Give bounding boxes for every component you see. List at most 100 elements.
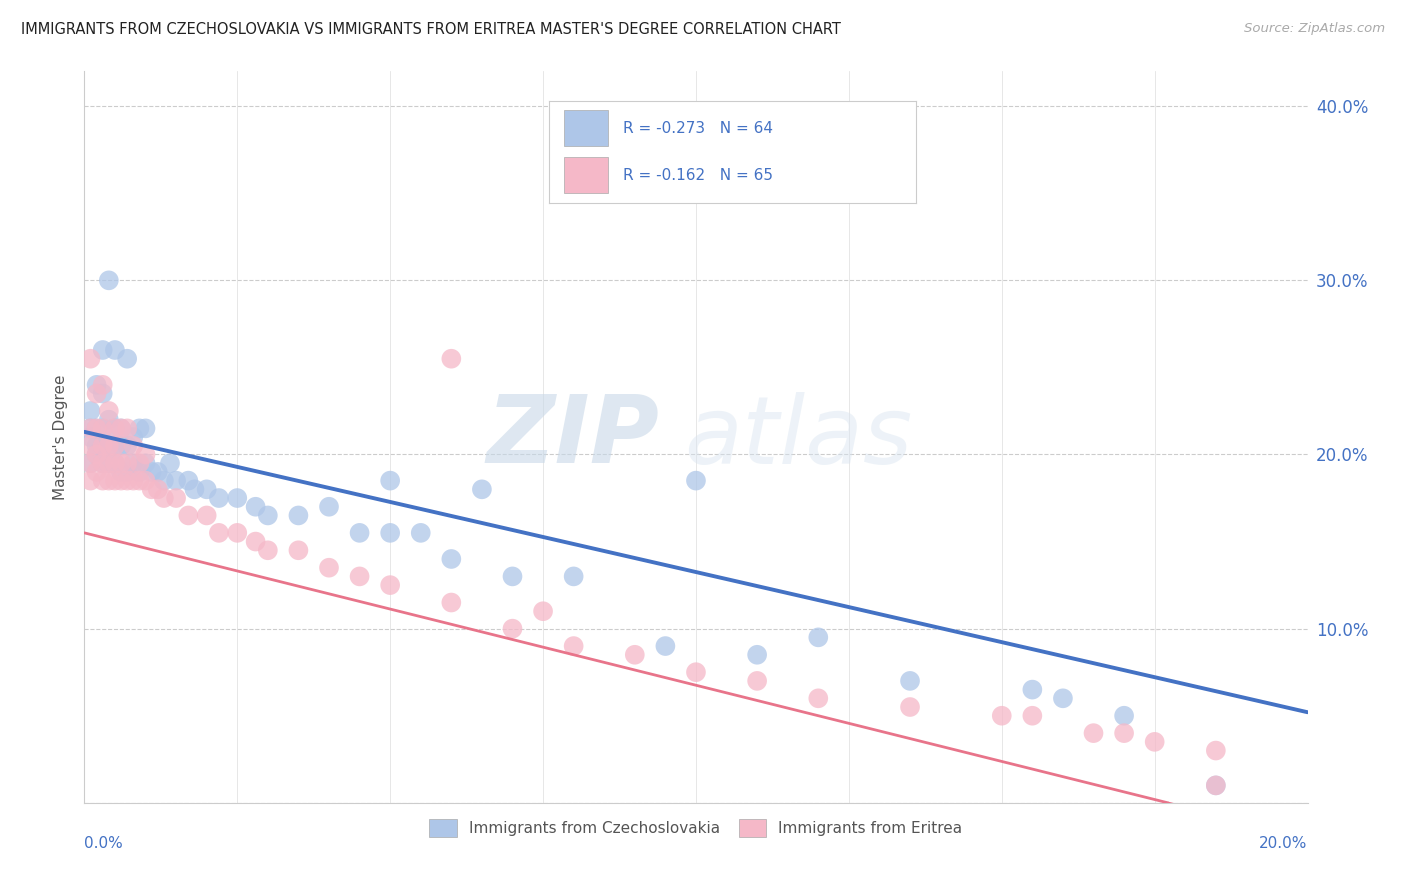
Point xyxy=(159,456,181,470)
Point xyxy=(502,622,524,636)
Point xyxy=(318,560,340,574)
Point xyxy=(91,421,114,435)
Point xyxy=(97,456,120,470)
Point xyxy=(471,483,494,497)
Point xyxy=(177,508,200,523)
Point xyxy=(79,430,101,444)
Point xyxy=(115,421,138,435)
Point xyxy=(115,456,138,470)
Point xyxy=(135,474,157,488)
Point xyxy=(79,474,101,488)
Point xyxy=(79,439,101,453)
Point xyxy=(91,386,114,401)
Point xyxy=(91,377,114,392)
Point xyxy=(79,456,101,470)
Point xyxy=(115,351,138,366)
Point xyxy=(747,673,769,688)
Point xyxy=(91,439,114,453)
Point xyxy=(440,552,463,566)
Text: atlas: atlas xyxy=(683,392,912,483)
Text: 20.0%: 20.0% xyxy=(1260,836,1308,851)
Point xyxy=(1114,726,1136,740)
Point xyxy=(104,456,127,470)
Point xyxy=(898,700,921,714)
Point xyxy=(79,404,101,418)
Point xyxy=(104,474,127,488)
Point xyxy=(245,534,267,549)
Point xyxy=(146,483,169,497)
Point xyxy=(685,665,707,680)
Point xyxy=(110,456,132,470)
Point xyxy=(1052,691,1074,706)
Point xyxy=(287,508,309,523)
Point xyxy=(1114,708,1136,723)
Point xyxy=(177,474,200,488)
Point xyxy=(208,525,231,540)
Text: Source: ZipAtlas.com: Source: ZipAtlas.com xyxy=(1244,22,1385,36)
Point xyxy=(380,525,402,540)
Point xyxy=(128,456,150,470)
Text: IMMIGRANTS FROM CZECHOSLOVAKIA VS IMMIGRANTS FROM ERITREA MASTER'S DEGREE CORREL: IMMIGRANTS FROM CZECHOSLOVAKIA VS IMMIGR… xyxy=(21,22,841,37)
Point xyxy=(86,421,108,435)
Point xyxy=(502,569,524,583)
Point xyxy=(208,491,231,505)
Point xyxy=(104,343,127,357)
Point xyxy=(257,508,280,523)
Point xyxy=(380,474,402,488)
Point xyxy=(1143,735,1166,749)
Point xyxy=(86,465,108,479)
Point xyxy=(97,273,120,287)
Point xyxy=(195,508,218,523)
Point xyxy=(318,500,340,514)
Point xyxy=(349,525,371,540)
Point xyxy=(1205,743,1227,757)
Point xyxy=(531,604,554,618)
Point xyxy=(122,430,145,444)
Point xyxy=(86,439,108,453)
Point xyxy=(122,474,145,488)
Point xyxy=(1083,726,1105,740)
Point xyxy=(1021,682,1043,697)
Point xyxy=(91,456,114,470)
Point xyxy=(97,439,120,453)
Point xyxy=(165,491,187,505)
Point xyxy=(122,456,145,470)
Point xyxy=(128,421,150,435)
Point xyxy=(115,465,138,479)
Point xyxy=(79,421,101,435)
Point xyxy=(122,439,145,453)
Y-axis label: Master's Degree: Master's Degree xyxy=(53,375,69,500)
Point xyxy=(104,421,127,435)
Point xyxy=(685,474,707,488)
Point xyxy=(257,543,280,558)
Point xyxy=(226,491,249,505)
Text: ZIP: ZIP xyxy=(486,391,659,483)
Point xyxy=(97,474,120,488)
Point xyxy=(86,377,108,392)
Point xyxy=(110,439,132,453)
Point xyxy=(654,639,676,653)
Point xyxy=(91,343,114,357)
Point xyxy=(110,421,132,435)
Point xyxy=(1205,778,1227,792)
Point xyxy=(128,465,150,479)
Text: 0.0%: 0.0% xyxy=(84,836,124,851)
Point xyxy=(141,483,163,497)
Point xyxy=(135,456,157,470)
Point xyxy=(349,569,371,583)
Point xyxy=(104,456,127,470)
Point xyxy=(91,456,114,470)
Point xyxy=(91,421,114,435)
Point xyxy=(165,474,187,488)
Point xyxy=(128,474,150,488)
Point xyxy=(86,421,108,435)
Legend: Immigrants from Czechoslovakia, Immigrants from Eritrea: Immigrants from Czechoslovakia, Immigran… xyxy=(423,813,969,843)
Point xyxy=(440,595,463,609)
Point xyxy=(104,439,127,453)
Point xyxy=(97,404,120,418)
Point xyxy=(97,456,120,470)
Point xyxy=(86,448,108,462)
Point xyxy=(807,631,830,645)
Point xyxy=(409,525,432,540)
Point xyxy=(562,639,585,653)
